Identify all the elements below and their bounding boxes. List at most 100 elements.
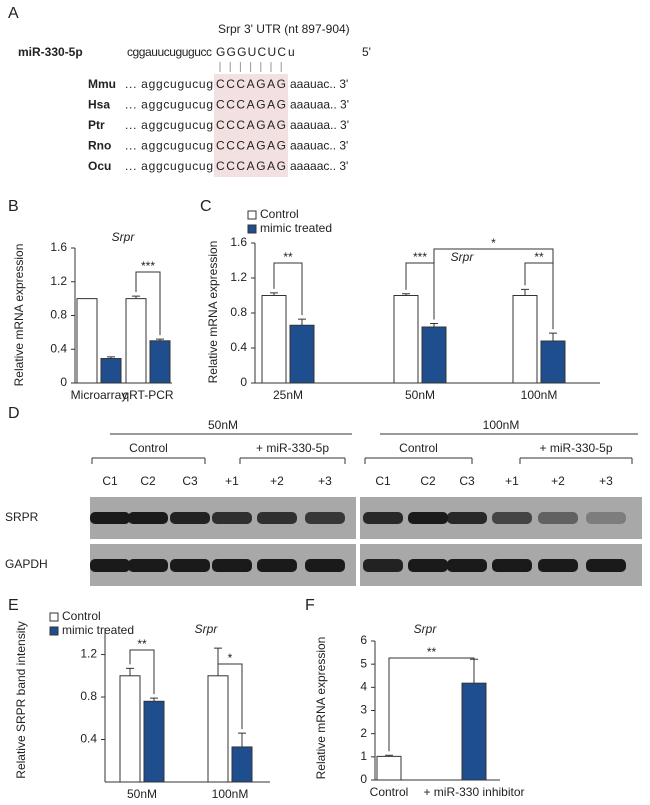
y-tick-label: 0 [360, 772, 367, 786]
significance-bracket [388, 657, 475, 752]
lane-label: C2 [140, 474, 156, 488]
band [586, 512, 626, 524]
x-tick-label: 100nM [521, 388, 558, 402]
legend-swatch [247, 224, 257, 234]
utr-site: CCCAGAG [216, 77, 286, 91]
utr-site: CCCAGAG [216, 98, 286, 112]
utr-seq: ... aggcugucug [125, 139, 213, 153]
x-tick-label: 50nM [405, 388, 435, 402]
error-bar [430, 323, 438, 327]
band [363, 559, 403, 572]
lane-label: +2 [551, 474, 565, 488]
y-axis-label: Relative mRNA expression [12, 244, 26, 387]
error-bar [549, 332, 557, 341]
y-tick-label: 1.2 [230, 270, 247, 284]
error-bar [107, 356, 115, 359]
x-tick-label: + miR-330 inhibitor [423, 785, 524, 799]
y-tick-label: 3 [360, 703, 367, 717]
lane-label: +3 [318, 474, 332, 488]
band [538, 512, 578, 524]
band [408, 512, 448, 524]
y-tick-label: 1.2 [80, 647, 97, 661]
panel-title: Srpr 3' UTR (nt 897-904) [218, 22, 350, 36]
bar [261, 295, 287, 384]
chart-title: Srpr [414, 622, 438, 636]
bar [149, 340, 171, 384]
bar [143, 700, 165, 783]
bar [461, 682, 487, 781]
species: Ocu [88, 159, 111, 173]
error-bar [132, 295, 140, 299]
y-tick-label: 1.6 [230, 235, 247, 249]
band [586, 559, 626, 572]
band [257, 559, 297, 572]
bar [512, 295, 538, 384]
utr-seq: aaauaa.. 3' [290, 98, 349, 112]
bar [76, 298, 98, 384]
x-tick-label: Control [370, 785, 409, 799]
mirna-name: miR-330-5p [18, 45, 83, 59]
mirna-seq: u [288, 45, 295, 59]
y-tick-label: 1.6 [50, 240, 67, 254]
error-bar [156, 338, 164, 341]
band [128, 512, 168, 524]
legend-swatch [49, 626, 59, 636]
band [257, 512, 297, 524]
panel-label: A [8, 5, 19, 22]
lane-label: C1 [375, 474, 391, 488]
y-tick-label: 5 [360, 656, 367, 670]
y-tick-label: 0 [240, 375, 247, 389]
significance-label: *** [413, 250, 427, 264]
y-tick-label: 1 [360, 749, 367, 763]
y-tick-label: 0 [60, 375, 67, 389]
significance-bracket [217, 663, 243, 730]
bar [421, 326, 447, 384]
species: Rno [88, 139, 111, 153]
error-bar [385, 754, 393, 757]
band [128, 559, 168, 572]
bar [376, 755, 402, 781]
legend-swatch [247, 210, 257, 220]
utr-seq: ... aggcugucug [125, 118, 213, 132]
panel-label: F [305, 597, 315, 614]
y-tick-label: 0.8 [50, 308, 67, 322]
dose-label: 50nM [208, 418, 238, 432]
legend-label: Control [260, 207, 299, 221]
y-tick-label: 6 [360, 633, 367, 647]
band [212, 559, 252, 572]
y-tick-label: 4 [360, 680, 367, 694]
lane-label: C2 [420, 474, 436, 488]
error-bar [521, 288, 529, 296]
utr-site: CCCAGAG [216, 118, 286, 132]
x-tick-label: qRT-PCR [122, 388, 173, 402]
y-axis-label: Relative SRPR band intensity [14, 621, 28, 778]
significance-label: * [491, 236, 496, 250]
bar [100, 358, 122, 384]
band [492, 559, 532, 572]
utr-seq: ... aggcugucug [125, 159, 213, 173]
band [492, 512, 532, 524]
species: Hsa [88, 98, 110, 112]
band [90, 512, 130, 524]
utr-seq: aaauaa.. 3' [290, 118, 349, 132]
y-tick-label: 0.4 [80, 732, 97, 746]
legend-label: mimic treated [260, 221, 332, 235]
y-tick-label: 2 [360, 726, 367, 740]
panel-label: C [200, 198, 212, 215]
significance-bracket [135, 271, 161, 336]
band [408, 559, 448, 572]
lane-label: +1 [225, 474, 239, 488]
group-label: Control [129, 441, 168, 455]
y-tick-label: 0.8 [80, 689, 97, 703]
y-axis-label: Relative mRNA expression [314, 637, 328, 780]
lane-label: +1 [505, 474, 519, 488]
significance-label: * [228, 651, 233, 665]
x-tick-label: 25nM [273, 388, 303, 402]
error-bar [298, 318, 306, 326]
utr-site: CCCAGAG [216, 139, 286, 153]
legend-label: mimic treated [62, 623, 134, 637]
lane-label: +2 [270, 474, 284, 488]
error-bar [150, 697, 158, 702]
band [212, 512, 252, 524]
